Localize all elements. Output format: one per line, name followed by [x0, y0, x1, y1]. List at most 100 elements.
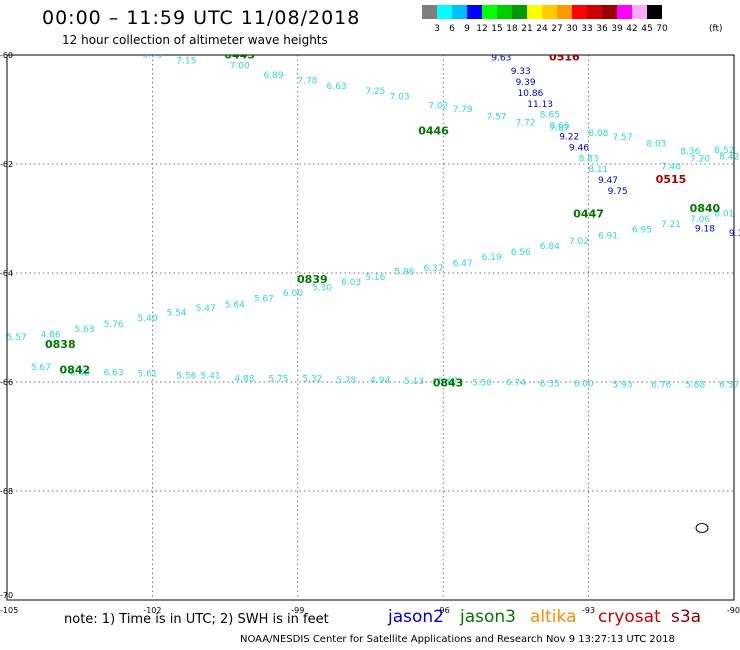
lat-tick-label: -70	[0, 591, 13, 600]
swh-value-label: 10.86	[518, 89, 544, 99]
swh-value-label: 6.56	[511, 248, 531, 258]
scale-swatch	[602, 5, 617, 19]
swh-value-label: 5.76	[104, 320, 124, 330]
swh-value-label: 6.37	[423, 264, 443, 274]
scale-tick-label: 24	[536, 24, 548, 34]
swh-value-label: 7.79	[453, 105, 473, 115]
swh-value-label: 9.47	[598, 176, 618, 186]
scale-tick-label: 70	[656, 24, 668, 34]
scale-tick-label: 9	[464, 24, 470, 34]
lat-tick-label: -68	[0, 487, 13, 496]
swh-value-label: 8.42	[719, 153, 739, 163]
swh-value-label: 5.73	[142, 51, 162, 61]
swh-value-label: 8.11	[588, 165, 608, 175]
swh-value-label: 5.63	[75, 325, 95, 335]
swh-value-label: 5.41	[201, 372, 221, 382]
swh-value-label: 5.75	[268, 374, 288, 384]
swh-value-label: 6.35	[540, 379, 560, 389]
scale-tick-label: 39	[611, 24, 623, 34]
scale-swatch	[557, 5, 572, 19]
lon-tick-label: -105	[0, 606, 18, 615]
scale-tick-label: 42	[626, 24, 638, 34]
swh-value-label: 6.89	[264, 71, 284, 81]
swh-value-label: 5.64	[225, 300, 245, 310]
swh-value-label: 7.72	[516, 118, 536, 128]
pass-time-label: 0516	[549, 50, 580, 63]
swh-value-label: 7.87	[549, 124, 569, 134]
swh-value-label: 7.40	[661, 162, 681, 172]
swh-value-label: 7.15	[176, 57, 196, 67]
pass-time-label: 0843	[433, 376, 464, 389]
swh-value-label: 9.13	[729, 229, 740, 239]
scale-tick-label: 36	[596, 24, 608, 34]
swh-value-label: 7.20	[690, 154, 710, 164]
swh-value-label: 9.75	[608, 187, 628, 197]
pass-time-label: 0515	[656, 173, 687, 186]
swh-value-label: 6.84	[540, 242, 560, 252]
lon-tick-label: -93	[582, 606, 595, 615]
swh-value-label: 8.36	[680, 147, 700, 157]
swh-value-label: 7.57	[613, 133, 633, 143]
swh-value-label: 5.54	[167, 309, 187, 319]
scale-swatch	[527, 5, 542, 19]
footer-credit: NOAA/NESDIS Center for Satellite Applica…	[240, 634, 675, 645]
swh-value-label: 6.47	[453, 259, 473, 269]
satellite-legend-jason2: jason2	[388, 607, 444, 627]
swh-value-label: 5.67	[254, 294, 274, 304]
scale-unit-label: (ft)	[709, 24, 723, 34]
swh-value-label: 6.00	[283, 289, 303, 299]
swh-value-label: 6.91	[598, 232, 618, 242]
swh-value-label: 6.57	[719, 380, 739, 390]
swh-value-label: 7.06	[690, 215, 710, 225]
scale-swatch	[422, 5, 437, 19]
swh-value-label: 8.52	[714, 146, 734, 156]
scale-tick-label: 45	[641, 24, 653, 34]
swh-value-label: 5.61	[138, 370, 158, 380]
swh-value-label: 5.30	[312, 283, 332, 293]
lat-tick-label: -60	[0, 51, 13, 60]
swh-value-label: 6.74	[506, 378, 526, 388]
pass-time-label: 0445	[224, 48, 255, 61]
lon-tick-label: -99	[291, 606, 304, 615]
swh-value-label: 9.46	[569, 143, 589, 153]
scale-swatch	[497, 5, 512, 19]
pass-time-label: 0446	[418, 125, 449, 138]
swh-value-label: 8.65	[540, 111, 560, 121]
scale-swatch	[512, 5, 527, 19]
scale-swatch	[482, 5, 497, 19]
swh-value-label: 5.96	[394, 268, 414, 278]
swh-value-label: 7.02	[428, 101, 448, 111]
swh-value-label: 7.78	[297, 76, 317, 86]
scale-tick-label: 33	[581, 24, 593, 34]
swh-value-label: 9.18	[695, 225, 715, 235]
swh-value-label: 4.94	[370, 376, 390, 386]
swh-value-label: 8.03	[646, 140, 666, 150]
footer-note: note: 1) Time is in UTC; 2) SWH is in fe…	[64, 612, 329, 627]
satellite-legend-jason3: jason3	[460, 607, 516, 627]
swh-value-label: 5.32	[302, 374, 322, 384]
swh-value-label: 6.63	[104, 368, 124, 378]
scale-swatch	[542, 5, 557, 19]
swh-value-label: 6.19	[482, 253, 502, 263]
swh-value-label: 7.03	[390, 93, 410, 103]
swh-value-label: 5.57	[7, 333, 27, 343]
swh-value-label: 7.02	[569, 237, 589, 247]
swh-value-label: 9.39	[516, 78, 536, 88]
swh-value-label: 5.40	[138, 314, 158, 324]
pass-time-label: 0838	[45, 338, 76, 351]
swh-value-label: 7.21	[661, 220, 681, 230]
pass-time-label: 0447	[573, 207, 604, 220]
swh-value-label: 5.93	[613, 380, 633, 390]
satellite-legend-cryosat: cryosat	[598, 607, 661, 627]
scale-tick-label: 6	[449, 24, 455, 34]
swh-value-label: 6.03	[341, 278, 361, 288]
scale-swatch	[647, 5, 662, 19]
scale-swatch	[587, 5, 602, 19]
scale-swatch	[632, 5, 647, 19]
scale-swatch	[572, 5, 587, 19]
swh-value-label: 5.50	[472, 378, 492, 388]
swh-value-label: 6.00	[574, 379, 594, 389]
swh-value-label: 5.56	[176, 372, 196, 382]
swh-value-label: 9.63	[491, 53, 511, 63]
